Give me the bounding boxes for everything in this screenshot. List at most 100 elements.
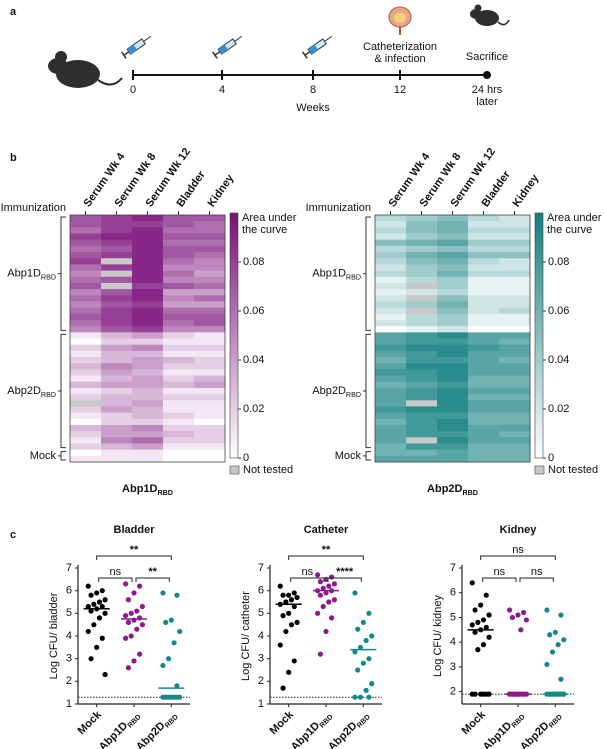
data-point — [94, 644, 100, 650]
heatmap-cell — [194, 227, 226, 234]
heatmap-cell — [163, 350, 195, 358]
data-point — [352, 590, 358, 596]
x-tick-label: Abp2DRBD — [518, 709, 564, 749]
heatmap-cell — [406, 245, 438, 253]
data-point — [355, 626, 361, 632]
heatmap-cell — [468, 215, 500, 222]
x-tick-label: Mock — [267, 708, 296, 737]
heatmap-cell — [194, 412, 226, 420]
data-point — [472, 691, 478, 697]
heatmap-cell — [437, 375, 469, 383]
heatmap-cell — [132, 252, 164, 259]
heatmap-cell — [101, 431, 133, 438]
heatmap-cell — [375, 264, 407, 271]
data-point — [291, 658, 297, 664]
heatmap-cell — [132, 443, 164, 451]
heatmap-cell — [468, 295, 500, 302]
colorbar-tick-label: 0 — [548, 452, 554, 464]
heatmap-cell — [194, 289, 226, 296]
y-tick-label: 5 — [258, 607, 264, 619]
heatmap-cell — [132, 332, 164, 339]
heatmap-cell — [194, 375, 226, 383]
heatmap-cell — [101, 295, 133, 302]
heatmap-cell — [406, 326, 438, 333]
row-group-label-main: Mock — [335, 450, 362, 462]
heatmap-cell — [437, 276, 469, 284]
heatmap-cell — [194, 319, 226, 327]
syringe — [211, 32, 245, 60]
heatmap-title: Abp2DRBD — [427, 483, 478, 497]
heatmap-cell — [132, 381, 164, 389]
missing-label: Not tested — [243, 464, 293, 476]
data-point — [96, 615, 103, 621]
x-tick-label: Mock — [459, 708, 488, 737]
heatmap-cell — [132, 264, 164, 271]
data-point — [160, 662, 166, 669]
heatmap-cell — [101, 424, 133, 432]
heatmap-cell — [375, 387, 407, 395]
heatmap-cell — [468, 301, 500, 309]
heatmap-cell — [437, 344, 469, 352]
heatmap-cell — [375, 227, 407, 234]
data-point — [509, 614, 515, 621]
heatmap-cell — [70, 233, 102, 241]
heatmap-cell — [437, 369, 469, 376]
heatmap-cell — [406, 295, 438, 302]
y-tick-label: 6 — [450, 587, 456, 599]
panel-label: b — [10, 152, 17, 164]
data-point — [160, 590, 166, 596]
data-point — [85, 628, 91, 635]
colorbar-label: Area under — [547, 212, 602, 224]
heatmap-cell — [406, 424, 438, 432]
timeline-tick-label: 0 — [130, 84, 136, 96]
heatmap-cell — [375, 276, 407, 284]
heatmap-cell — [468, 443, 500, 451]
heatmap-cell — [437, 282, 469, 290]
heatmap-cell — [132, 245, 164, 253]
data-point — [469, 622, 475, 628]
heatmap-cell — [468, 400, 500, 407]
heatmap-cell — [101, 350, 133, 358]
significance-bracket — [519, 577, 554, 582]
data-point — [486, 634, 492, 640]
timeline-end-label: later — [476, 96, 498, 108]
significance-label: ns — [494, 566, 506, 578]
row-group-label-main: Abp2D — [312, 385, 346, 397]
heatmap-cell — [406, 221, 438, 228]
heatmap-cell — [437, 449, 469, 457]
heatmap-cell — [468, 338, 500, 346]
heatmap-cell — [163, 357, 195, 364]
heatmap-cell — [132, 276, 164, 284]
significance-bracket — [135, 577, 170, 582]
significance-label: ** — [322, 544, 331, 556]
heatmap-cell — [70, 424, 102, 432]
panel-label: c — [10, 529, 16, 541]
heatmap-cell — [194, 424, 226, 432]
heatmap-cell — [468, 381, 500, 389]
heatmap-cell — [132, 350, 164, 358]
heatmap-cell — [406, 258, 438, 265]
y-tick-label: 7 — [450, 562, 456, 574]
heatmap-cell — [101, 282, 133, 290]
data-point — [331, 581, 337, 587]
heatmap-cell — [437, 363, 469, 370]
heatmap-cell — [499, 363, 531, 370]
heatmap-cell — [375, 319, 407, 327]
heatmap-cell — [132, 357, 164, 364]
heatmap-cell — [101, 455, 133, 463]
heatmap-cell — [163, 264, 195, 271]
heatmap-cell — [101, 418, 133, 426]
timeline-event: Sacrifice — [466, 51, 508, 63]
heatmap-cell — [375, 369, 407, 376]
data-point — [168, 617, 174, 623]
heatmap-cell — [375, 295, 407, 302]
heatmap-cell — [70, 215, 102, 222]
data-point — [355, 667, 361, 673]
row-group-label: Abp2DRBD — [312, 385, 361, 399]
significance-bracket — [290, 577, 325, 582]
data-point — [561, 637, 567, 643]
heatmap-cell — [163, 332, 195, 339]
data-point — [88, 608, 94, 614]
heatmap-cell — [437, 350, 469, 358]
heatmap-cell — [499, 326, 531, 333]
